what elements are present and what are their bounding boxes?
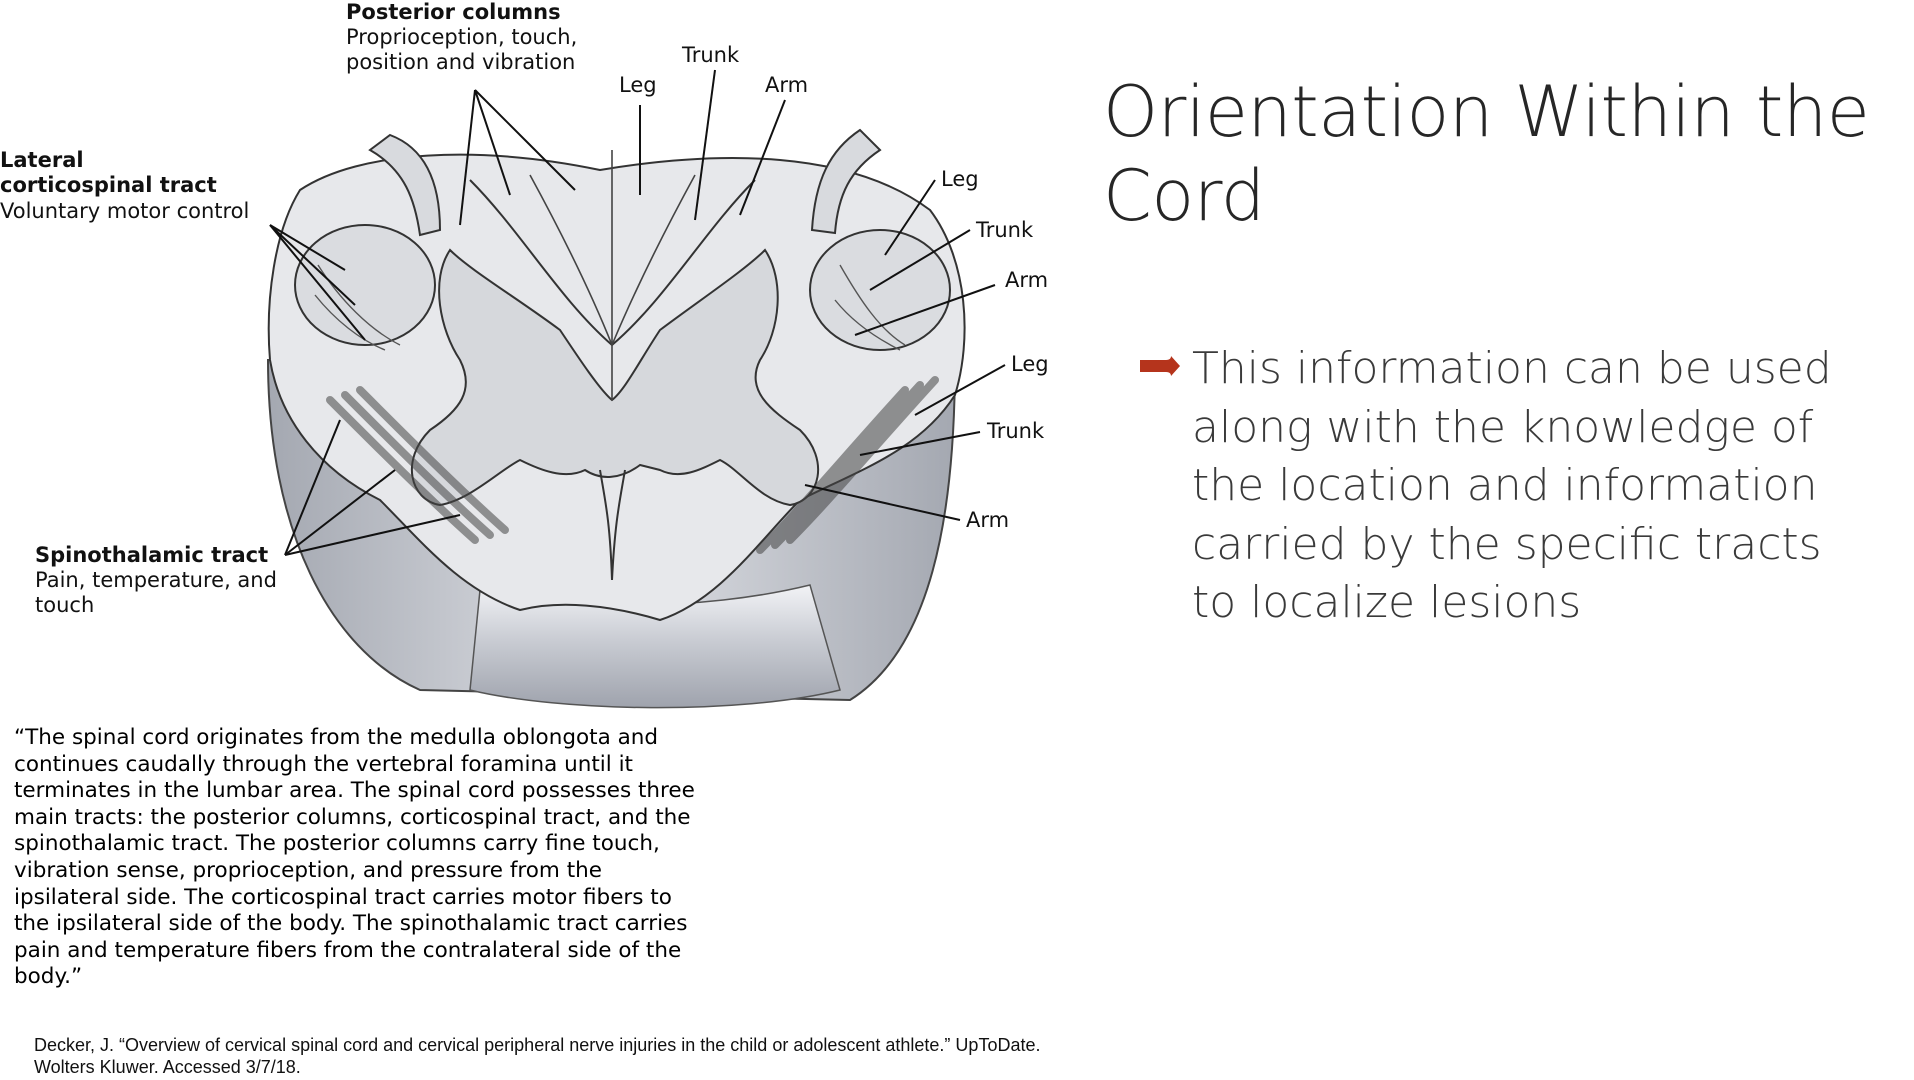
right-lower-leg-label: Leg (1011, 352, 1049, 376)
posterior-columns-title: Posterior columns (346, 0, 561, 24)
spinal-cord-diagram: Posterior columns Proprioception, touch,… (0, 0, 1060, 710)
top-arm-label: Arm (765, 73, 809, 97)
right-lower-trunk-label: Trunk (987, 419, 1045, 443)
right-spinothalamic-bands (756, 376, 939, 554)
lateral-corticospinal-title-2: corticospinal tract (0, 173, 217, 197)
lateral-corticospinal-title-1: Lateral (0, 148, 84, 172)
slide-title: Orientation Within the Cord (1103, 71, 1870, 237)
quote-paragraph: “The spinal cord originates from the med… (14, 725, 695, 990)
spinal-cord-cross-section (266, 69, 1006, 709)
anterior-fissure (599, 469, 626, 581)
gray-matter (411, 248, 819, 507)
left-nerve-root (368, 133, 442, 237)
spinothalamic-desc-2: touch (35, 593, 95, 617)
right-corticospinal-region (809, 229, 951, 351)
citation-line-2: Wolters Kluwer. Accessed 3/7/18. (34, 1057, 301, 1077)
lateral-corticospinal-desc: Voluntary motor control (0, 199, 250, 223)
arrow-bullet-icon (1140, 356, 1180, 376)
right-lower-arm-label: Arm (966, 508, 1010, 532)
spinothalamic-title: Spinothalamic tract (35, 543, 269, 567)
top-trunk-label: Trunk (682, 43, 740, 67)
bullet-item: This information can be used along with … (1140, 340, 1870, 633)
left-spinothalamic-bands (326, 386, 509, 544)
leader-lines (269, 69, 1006, 556)
posterior-columns-desc-1: Proprioception, touch, (346, 25, 578, 49)
posterior-columns-desc-2: position and vibration (346, 50, 576, 74)
bullet-text: This information can be used along with … (1192, 343, 1832, 628)
right-upper-trunk-label: Trunk (976, 218, 1034, 242)
right-upper-leg-label: Leg (941, 167, 979, 191)
bullet-list: This information can be used along with … (1140, 340, 1870, 633)
citation: Decker, J. “Overview of cervical spinal … (34, 1034, 1234, 1078)
spinothalamic-desc-1: Pain, temperature, and (35, 568, 277, 592)
left-corticospinal-region (294, 224, 436, 346)
top-leg-label: Leg (619, 73, 657, 97)
right-upper-arm-label: Arm (1005, 268, 1049, 292)
citation-line-1: Decker, J. “Overview of cervical spinal … (34, 1035, 1041, 1055)
right-nerve-root (810, 128, 882, 235)
